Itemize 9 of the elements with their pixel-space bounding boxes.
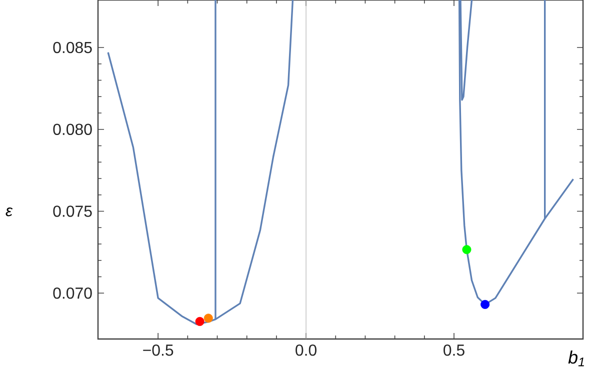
x-tick-label: −0.5 [143,344,174,356]
y-tick-label: 0.085 [53,42,92,54]
x-tick-label: 0.0 [296,344,316,356]
y-axis-title: ε [6,208,13,216]
x-axis-title: b$_{1}$ [568,350,584,366]
y-tick-label: 0.080 [53,124,92,136]
y-tick-label: 0.070 [53,288,92,299]
y-tick-label: 0.075 [53,206,92,217]
x-tick-label: 0.5 [444,344,464,356]
